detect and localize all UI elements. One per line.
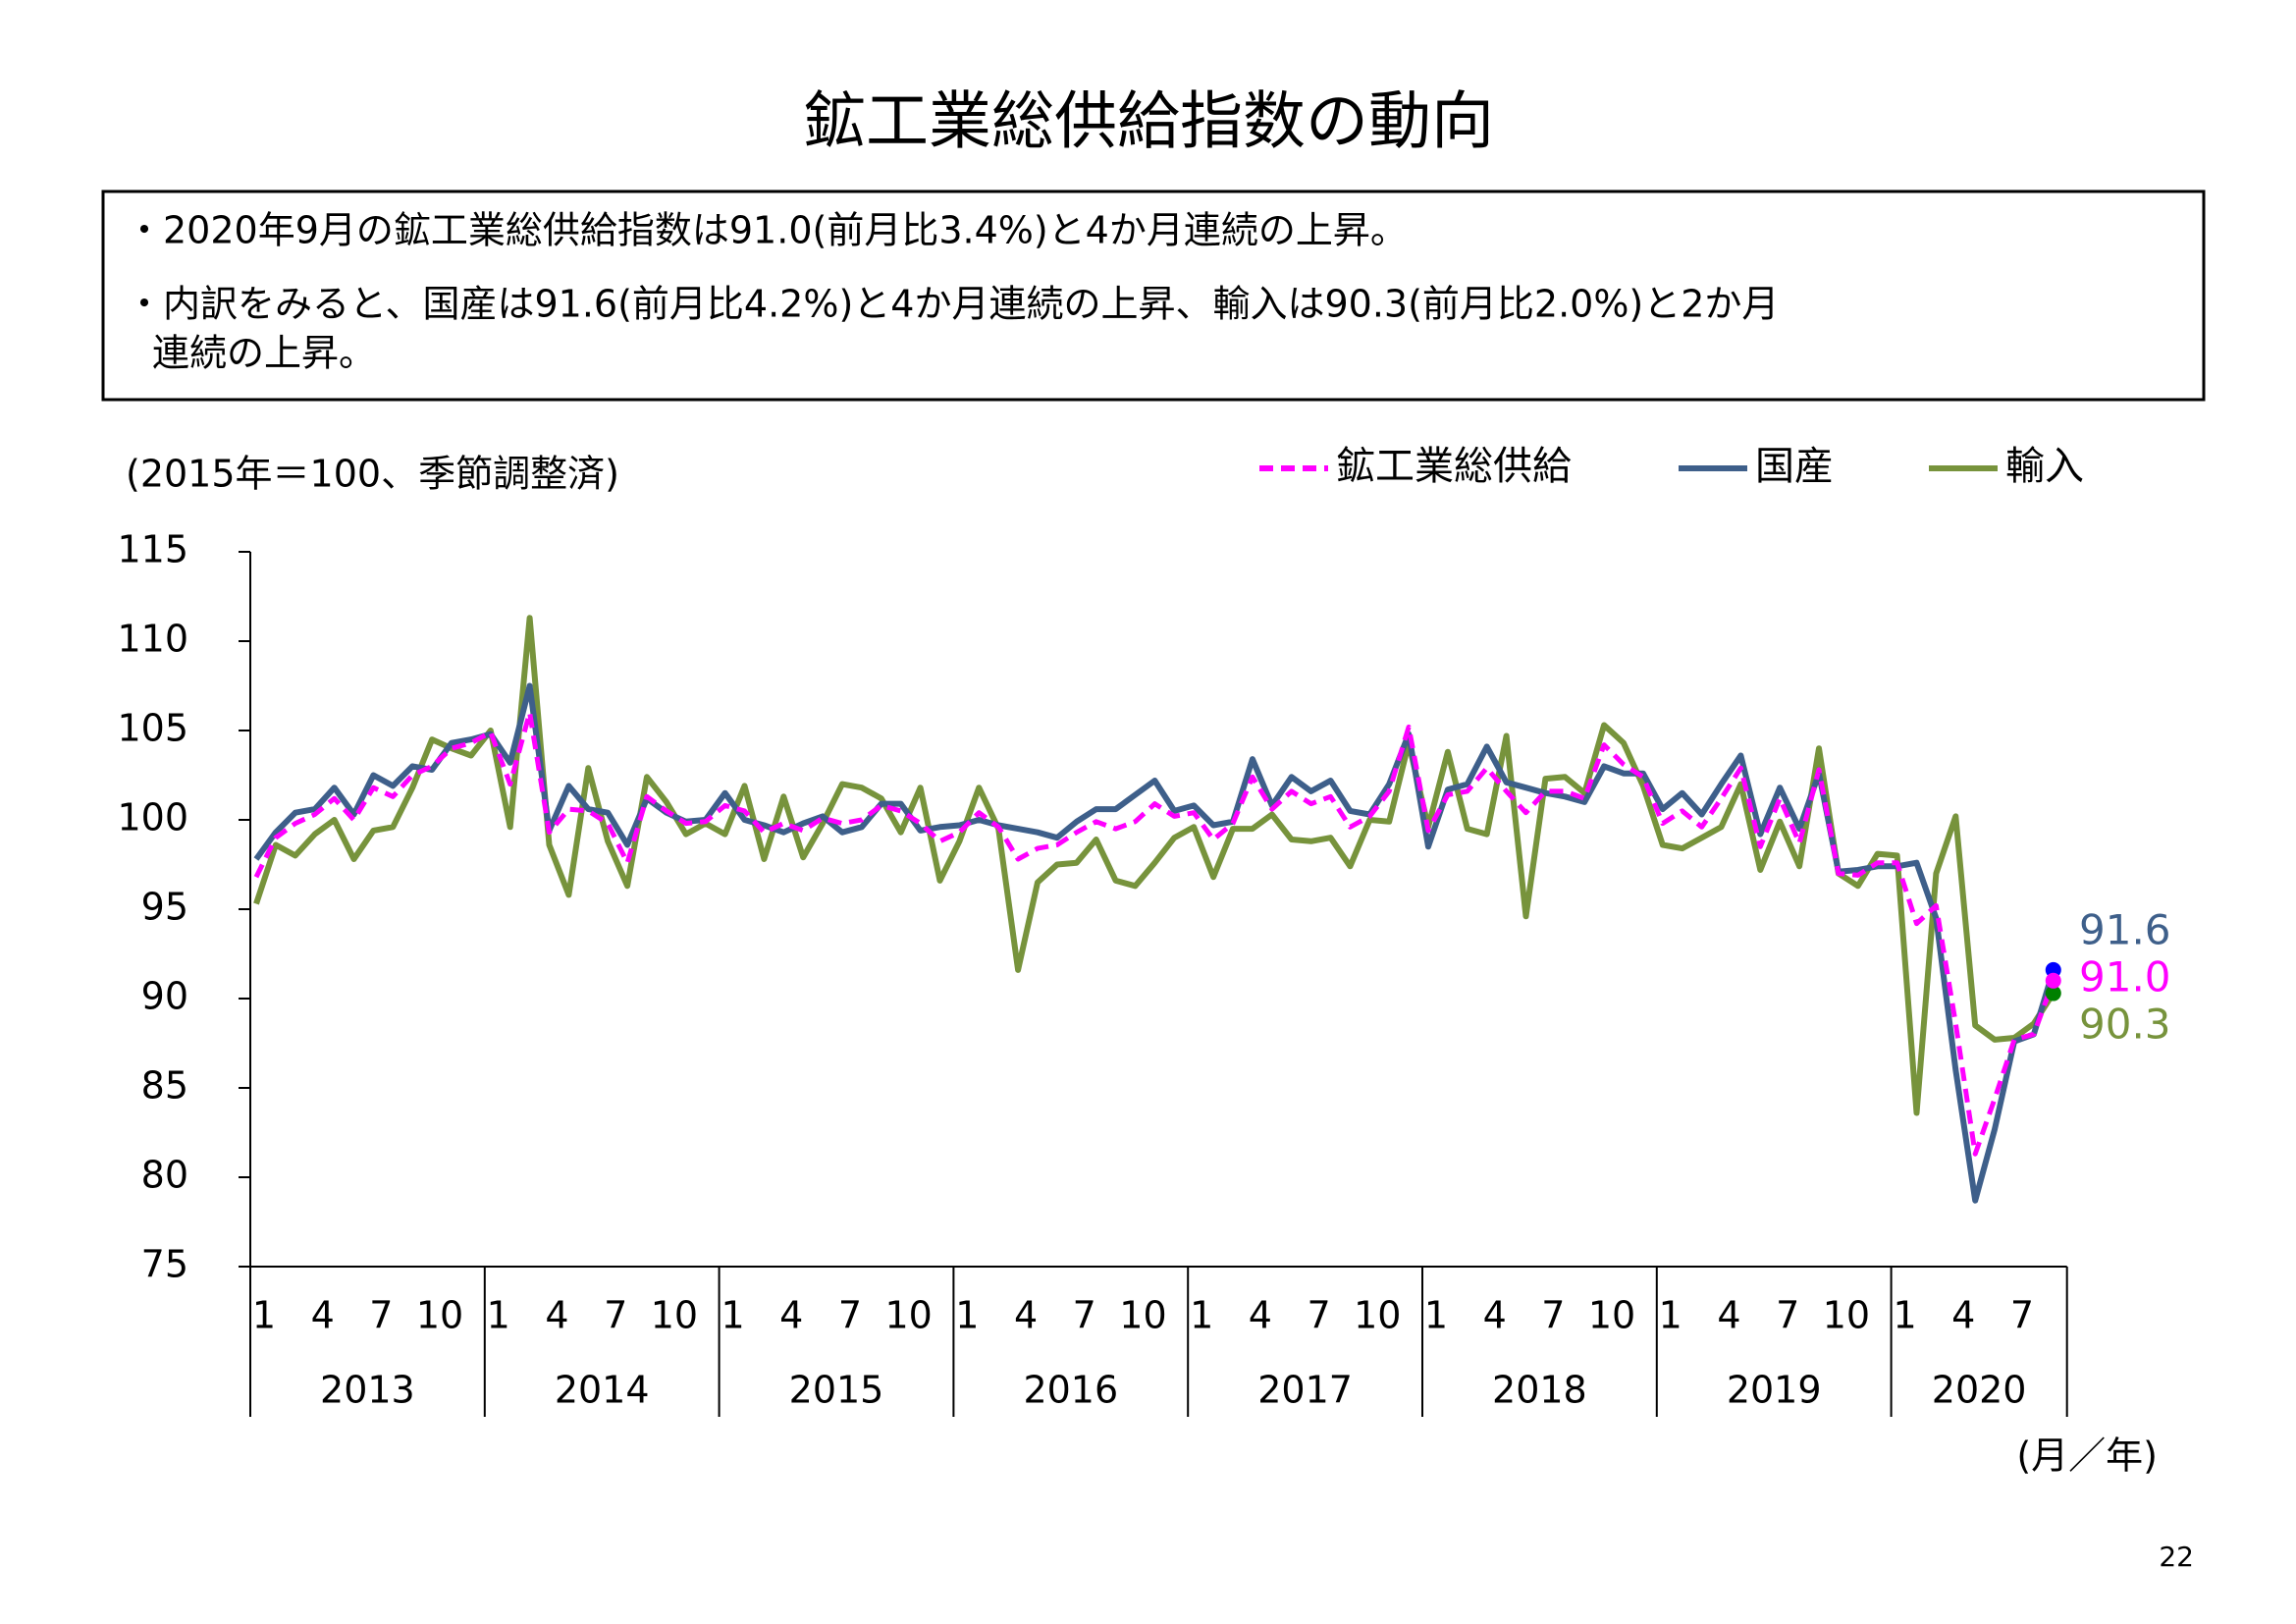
x-tick-label: 7 xyxy=(604,1294,627,1337)
x-tick-label: 1 xyxy=(252,1294,276,1337)
y-tick-label: 105 xyxy=(117,707,188,750)
year-label: 2019 xyxy=(1727,1369,1822,1412)
x-tick-label: 1 xyxy=(955,1294,979,1337)
summary-line: 連続の上昇。 xyxy=(152,332,376,375)
y-tick-label: 110 xyxy=(117,618,188,661)
end-label: 91.6 xyxy=(2079,906,2171,954)
x-tick-label: 4 xyxy=(545,1294,568,1337)
x-tick-label: 7 xyxy=(1541,1294,1565,1337)
x-tick-label: 10 xyxy=(884,1294,932,1337)
y-tick-label: 115 xyxy=(117,528,188,571)
end-label: 90.3 xyxy=(2079,1001,2171,1049)
y-axis-label: (2015年＝100、季節調整済) xyxy=(126,453,619,496)
x-tick-label: 10 xyxy=(1119,1294,1166,1337)
summary-box xyxy=(101,189,2206,402)
x-tick-label: 7 xyxy=(369,1294,393,1337)
x-tick-label: 4 xyxy=(1249,1294,1272,1337)
x-tick-label: 1 xyxy=(1190,1294,1213,1337)
x-tick-label: 10 xyxy=(651,1294,698,1337)
x-tick-label: 7 xyxy=(1307,1294,1330,1337)
end-marker xyxy=(2045,985,2061,1001)
x-tick-label: 1 xyxy=(721,1294,744,1337)
page-number: 22 xyxy=(2159,1541,2194,1573)
series-line xyxy=(253,615,2056,1116)
y-tick-label: 85 xyxy=(141,1064,188,1108)
year-label: 2018 xyxy=(1492,1369,1587,1412)
x-tick-label: 7 xyxy=(838,1294,862,1337)
year-label: 2016 xyxy=(1023,1369,1118,1412)
series-line xyxy=(253,682,2056,1204)
x-tick-label: 4 xyxy=(1014,1294,1038,1337)
year-label: 2015 xyxy=(789,1369,884,1412)
year-label: 2014 xyxy=(555,1369,650,1412)
x-tick-label: 10 xyxy=(1823,1294,1870,1337)
series-line xyxy=(253,710,2056,1157)
legend-label: 国産 xyxy=(1755,444,1834,489)
y-tick-label: 75 xyxy=(141,1243,188,1286)
x-tick-label: 7 xyxy=(1073,1294,1096,1337)
x-axis-label: (月／年) xyxy=(2016,1435,2158,1478)
y-tick-label: 90 xyxy=(141,975,188,1018)
x-tick-label: 1 xyxy=(1424,1294,1448,1337)
x-tick-label: 7 xyxy=(1776,1294,1799,1337)
title: 鉱工業総供給指数の動向 xyxy=(803,86,1494,159)
year-label: 2017 xyxy=(1257,1369,1353,1412)
x-tick-label: 4 xyxy=(779,1294,803,1337)
x-tick-label: 4 xyxy=(1483,1294,1507,1337)
x-tick-label: 10 xyxy=(1588,1294,1635,1337)
x-tick-label: 1 xyxy=(487,1294,510,1337)
y-tick-label: 95 xyxy=(141,886,188,929)
x-tick-label: 1 xyxy=(1893,1294,1916,1337)
legend-label: 鉱工業総供給 xyxy=(1336,444,1572,489)
year-label: 2013 xyxy=(320,1369,415,1412)
summary-line: ・2020年9月の鉱工業総供給指数は91.0(前月比3.4%)と4か月連続の上昇… xyxy=(126,209,1408,252)
x-tick-label: 7 xyxy=(2010,1294,2034,1337)
summary-line: ・内訳をみると、国産は91.6(前月比4.2%)と4か月連続の上昇、輸入は90.… xyxy=(126,283,1779,326)
x-tick-label: 4 xyxy=(1717,1294,1740,1337)
x-tick-label: 10 xyxy=(416,1294,463,1337)
year-label: 2020 xyxy=(1932,1369,2027,1412)
legend-label: 輸入 xyxy=(2005,444,2084,489)
end-label: 91.0 xyxy=(2079,953,2171,1001)
x-tick-label: 10 xyxy=(1354,1294,1401,1337)
x-tick-label: 1 xyxy=(1659,1294,1682,1337)
end-marker xyxy=(2045,972,2061,989)
x-tick-label: 4 xyxy=(311,1294,335,1337)
y-tick-label: 80 xyxy=(141,1154,188,1197)
y-tick-label: 100 xyxy=(117,796,188,839)
x-tick-label: 4 xyxy=(1951,1294,1975,1337)
